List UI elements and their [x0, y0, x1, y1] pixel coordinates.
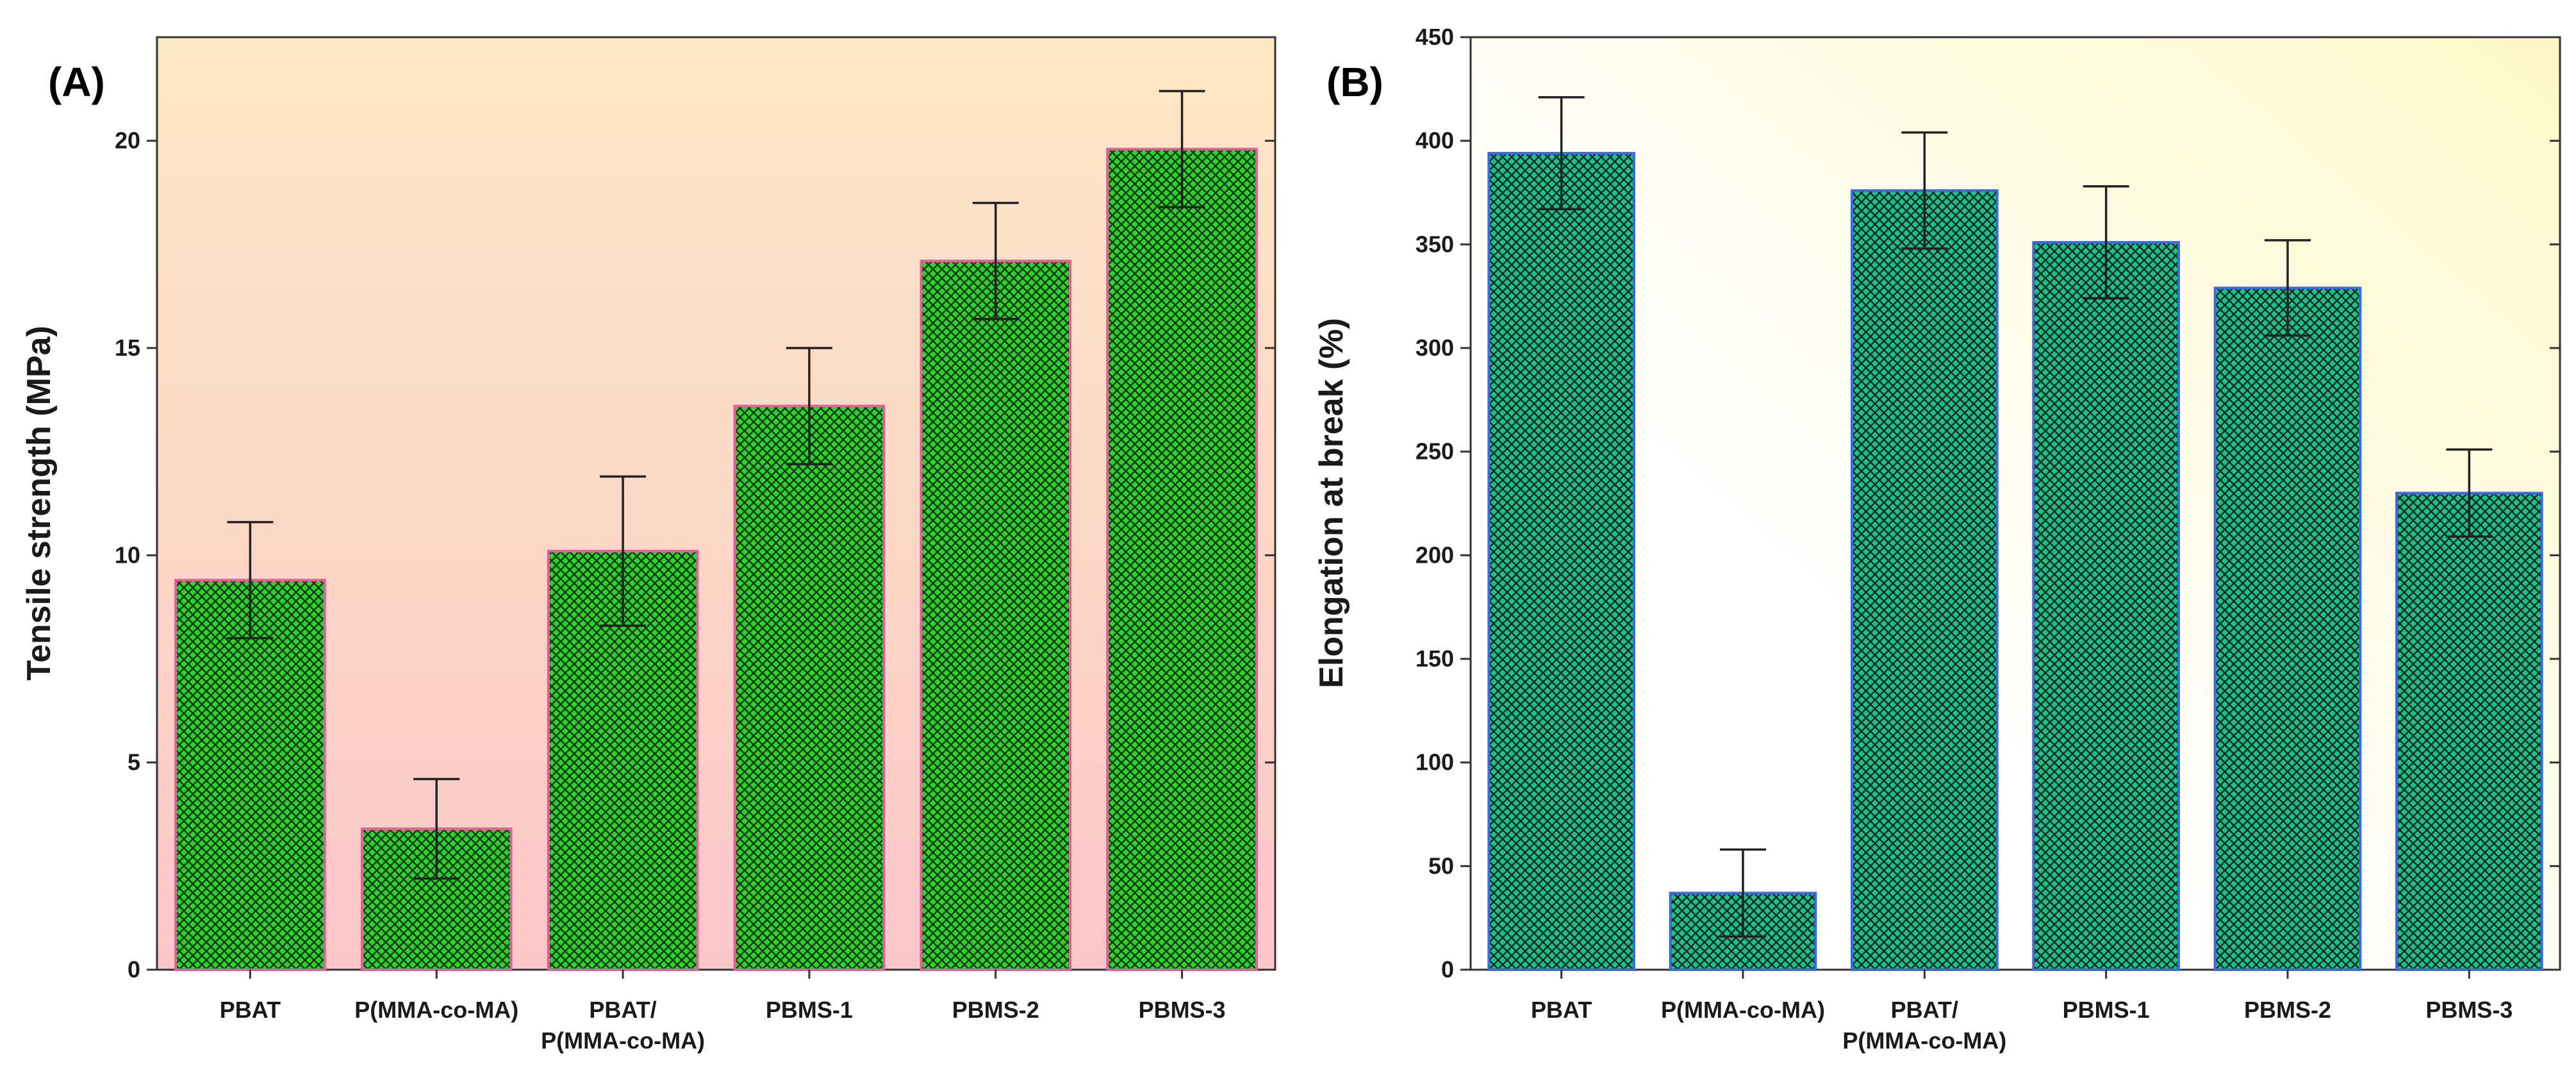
y-tick-label-b-5: 250: [1416, 438, 1454, 465]
x-tick-label-a-5: PBMS-3: [1139, 997, 1226, 1023]
y-tick-label-b-7: 350: [1416, 231, 1454, 257]
y-tick-label-b-0: 0: [1441, 956, 1454, 983]
plot-area-a: [156, 36, 1276, 971]
y-tick-label-b-1: 50: [1428, 852, 1454, 879]
bar-a-5: [1106, 147, 1258, 972]
y-tick-label-a-4: 20: [115, 128, 140, 154]
x-tick-label-b-4: PBMS-2: [2244, 997, 2331, 1023]
bar-b-3: [2032, 241, 2180, 972]
x-tick-label-b-3: PBMS-1: [2063, 997, 2150, 1023]
x-tick-label-b-1: P(MMA-co-MA): [1661, 997, 1825, 1023]
y-tick-label-a-1: 5: [128, 749, 140, 776]
bar-b-2: [1851, 189, 1999, 971]
plot-area-b: [1469, 36, 2561, 971]
bar-b-5: [2395, 492, 2543, 971]
y-axis-title-b: Elongation at break (%): [1313, 318, 1350, 688]
bar-a-0: [174, 579, 326, 971]
panel-label-a: (A): [48, 59, 105, 105]
y-tick-label-b-6: 300: [1416, 335, 1454, 361]
y-tick-label-b-4: 200: [1416, 542, 1454, 568]
panel-b: 0 50 100 150 200 250 300 350 400 450 PBAT P(MMA-co-…: [1313, 24, 2561, 1054]
y-tick-label-b-2: 100: [1416, 749, 1454, 776]
bar-a-4: [920, 260, 1072, 972]
x-tick-label-a-3: PBMS-1: [766, 997, 853, 1023]
y-axis-title-a: Tensile strength (MPa): [21, 326, 58, 681]
x-tick-label-b-2: PBAT/P(MMA-co-MA): [1842, 997, 2006, 1054]
bar-b-0: [1487, 152, 1635, 972]
y-tick-label-a-0: 0: [128, 956, 140, 983]
y-tick-label-a-2: 10: [115, 542, 140, 568]
panel-label-b: (B): [1326, 59, 1383, 105]
x-tick-label-b-0: PBAT: [1531, 997, 1592, 1023]
y-tick-label-b-8: 400: [1416, 128, 1454, 154]
bar-b-4: [2213, 286, 2362, 972]
x-tick-label-a-4: PBMS-2: [952, 997, 1039, 1023]
panel-a: 0 5 10 15 20 PBAT P(MMA-co-MA) PBAT/P(MMA-co-MA…: [21, 36, 1276, 1054]
bar-a-3: [733, 404, 886, 971]
y-tick-label-b-3: 150: [1416, 645, 1454, 672]
y-tick-label-b-9: 450: [1416, 24, 1454, 50]
x-tick-label-a-2: PBAT/P(MMA-co-MA): [541, 997, 705, 1054]
x-tick-label-a-0: PBAT: [220, 997, 281, 1023]
x-tick-label-a-1: P(MMA-co-MA): [354, 997, 518, 1023]
x-tick-label-b-5: PBMS-3: [2425, 997, 2513, 1023]
y-tick-label-a-3: 15: [115, 335, 140, 361]
